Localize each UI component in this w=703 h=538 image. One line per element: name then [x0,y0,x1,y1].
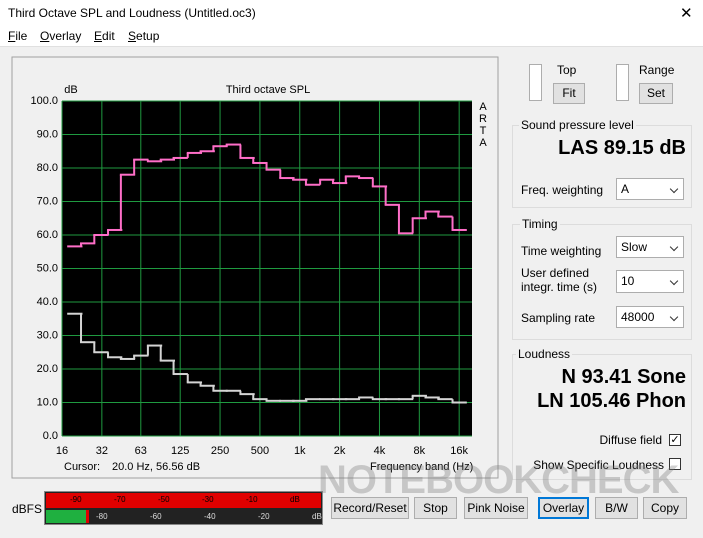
y-tick-label: 40.0 [37,296,58,308]
meter-tick-label: dB [290,495,300,504]
menu-item[interactable]: Overlay [40,29,82,43]
x-tick-label: 16 [56,445,68,457]
meter-tick-label: -70 [114,495,126,504]
meter-tick-label: -10 [246,495,258,504]
top-label: Top [557,63,577,77]
integr-time-input[interactable]: 10 [616,270,684,293]
meter-tick-label: -20 [258,512,270,521]
input-value: 10 [621,274,635,288]
group-label: Sound pressure level [519,118,636,132]
x-tick-label: 125 [171,445,189,457]
field-label: Time weighting [521,244,602,258]
specific-checkbox[interactable] [669,458,681,470]
button[interactable]: Stop [414,497,457,519]
meter-peak-bar [46,493,321,508]
menu-item[interactable]: Setup [128,29,160,43]
y-tick-label: 20.0 [37,363,58,375]
y-tick-label: 30.0 [37,329,58,341]
checkbox-label: Diffuse field [599,433,662,447]
field-label: User defined [521,266,590,280]
top-spinner[interactable] [529,64,542,101]
y-tick-label: 50.0 [37,262,58,274]
x-tick-label: 2k [334,445,346,457]
weighting-select[interactable]: A [616,178,684,200]
x-tick-label: 500 [251,445,269,457]
group-label: Timing [520,217,560,231]
meter-tick-label: -60 [150,512,162,521]
x-tick-label: 32 [96,445,108,457]
y-tick-label: 100.0 [30,95,58,107]
x-tick-label: 63 [135,445,147,457]
y-tick-label: 10.0 [37,396,58,408]
range-spinner[interactable] [616,64,629,101]
series [67,143,467,248]
spl-reading: LAS 89.15 dB [558,137,686,159]
cursor-value: 20.0 Hz, 56.56 dB [112,461,200,473]
meter-tick-label: -50 [158,495,170,504]
button[interactable]: Copy [643,497,687,519]
time-weighting-select[interactable]: Slow [616,236,684,258]
meter-label: dBFS [12,502,43,516]
y-tick-label: 0.0 [43,430,58,442]
x-tick-label: 1k [294,445,306,457]
chart-title: Third octave SPL [226,84,310,96]
window-title: Third Octave SPL and Loudness (Untitled.… [8,6,256,20]
meter-tick-label: -30 [202,495,214,504]
meter-tick-label: -90 [70,495,82,504]
timing-group [512,224,692,340]
y-tick-label: 80.0 [37,162,58,174]
y-tick-label: 60.0 [37,229,58,241]
cursor-label: Cursor: [64,461,100,473]
meter-level-bar [46,510,86,523]
diffuse-checkbox[interactable]: ✓ [669,434,681,446]
menu-bar [0,28,703,47]
set-button[interactable]: Set [639,83,673,104]
meter-tick-label: dB [312,512,322,521]
fit-button[interactable]: Fit [553,83,585,104]
button[interactable]: B/W [595,497,638,519]
phon-reading: LN 105.46 Phon [537,390,686,412]
checkbox-label: Show Specific Loudness [533,458,664,472]
menu-item[interactable]: File [8,29,28,43]
loudness-group [512,354,692,480]
x-tick-label: 4k [374,445,386,457]
x-axis-label: Frequency band (Hz) [370,461,473,473]
y-tick-label: 90.0 [37,128,58,140]
field-label: integr. time (s) [521,280,598,294]
meter-peak-marker [86,510,89,523]
y-axis-label: dB [64,84,77,96]
sampling-select[interactable]: 48000 [616,306,684,328]
menu-item[interactable]: Edit [94,29,115,43]
group-label: Loudness [516,347,573,361]
meter-tick-label: -40 [204,512,216,521]
field-label: Freq. weighting [521,183,604,197]
x-tick-label: 16k [450,445,468,457]
title-bar [0,0,703,28]
watermark: NOTEBOOKCHECK [318,458,679,502]
button[interactable]: Pink Noise [464,497,528,519]
y-tick-label: 70.0 [37,195,58,207]
close-button[interactable]: ✕ [680,5,693,22]
button[interactable]: Overlay [538,497,589,519]
button[interactable]: Record/Reset [331,497,409,519]
range-label: Range [639,63,675,77]
x-tick-label: 8k [414,445,426,457]
x-tick-label: 250 [211,445,229,457]
field-label: Sampling rate [521,311,596,325]
meter-tick-label: -80 [96,512,108,521]
series [67,312,467,404]
sone-reading: N 93.41 Sone [561,366,686,388]
